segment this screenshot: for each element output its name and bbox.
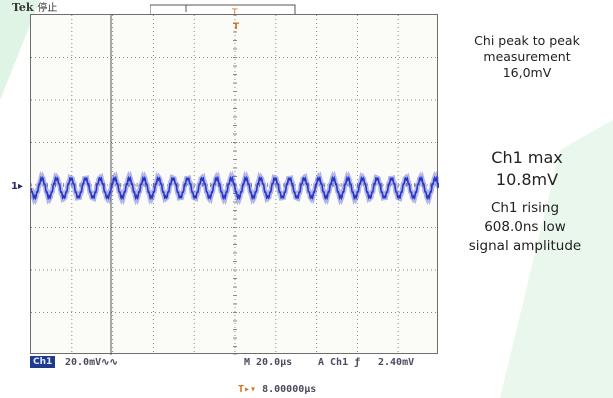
horizontal-position: T▸▾ 8.00000µs — [238, 384, 316, 395]
max-annotation: Ch1 max 10.8mV — [491, 148, 563, 189]
position-indicator: T▸▾ — [238, 384, 257, 395]
ch1-waveform — [31, 175, 439, 201]
scope-status: Tek 停止 — [12, 0, 57, 14]
trigger-level: 2.40mV — [378, 357, 415, 368]
peak-to-peak-annotation: Chi peak to peak measurement 16,0mV — [474, 33, 580, 80]
volts-per-division: 20.0mV∿∿ — [65, 357, 118, 368]
oscilloscope-screen — [30, 14, 439, 355]
trigger-position-bracket — [150, 4, 296, 14]
run-status: 停止 — [37, 3, 58, 14]
trigger-position-marker[interactable]: T — [232, 8, 238, 18]
trigger-source: A Ch1 ƒ — [318, 357, 361, 368]
waveform-display — [31, 15, 439, 355]
position-value: 8.00000µs — [262, 384, 317, 395]
brand-label: Tek — [12, 1, 34, 14]
trigger-point-marker: T — [233, 22, 240, 32]
ch1-badge[interactable]: Ch1 — [30, 356, 56, 368]
timebase-readout: M 20.0µs — [244, 357, 293, 368]
rising-annotation: Ch1 rising 608.0ns low signal amplitude — [468, 200, 582, 254]
channel-1-ground-marker[interactable]: 1▸ — [11, 181, 23, 192]
